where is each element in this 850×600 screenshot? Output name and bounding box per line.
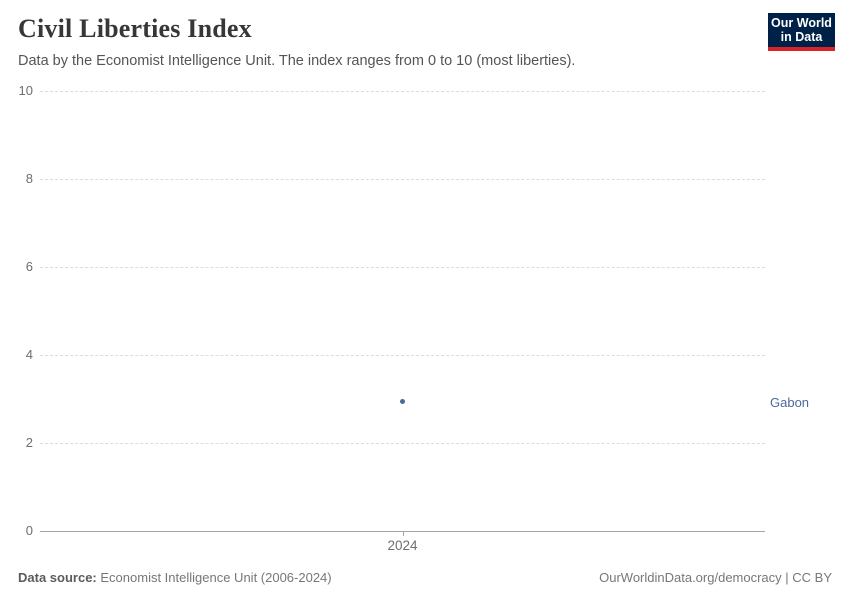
owid-logo-line2: in Data [780, 30, 823, 44]
x-axis-tick-label: 2024 [387, 538, 418, 553]
y-gridline [40, 355, 765, 356]
x-axis-tick-mark [402, 531, 404, 536]
y-axis-tick-label: 8 [25, 171, 33, 186]
owid-logo[interactable]: Our World in Data [768, 13, 835, 51]
chart-subtitle: Data by the Economist Intelligence Unit.… [18, 53, 576, 69]
data-source-note: Data source: Economist Intelligence Unit… [18, 569, 332, 586]
y-axis-tick-label: 0 [25, 523, 33, 538]
y-gridline [40, 179, 765, 180]
y-axis-tick-label: 10 [18, 83, 33, 98]
y-axis-tick-label: 6 [25, 259, 33, 274]
y-gridline [40, 91, 765, 92]
y-gridline [40, 443, 765, 444]
y-axis-tick-label: 4 [25, 347, 33, 362]
y-gridline [40, 267, 765, 268]
entity-label-gabon[interactable]: Gabon [770, 394, 810, 410]
chart-title: Civil Liberties Index [18, 14, 252, 43]
data-source-label: Data source: [18, 570, 97, 585]
owid-credit-link[interactable]: OurWorldinData.org/democracy | CC BY [599, 570, 832, 585]
owid-logo-line1: Our World [771, 16, 832, 30]
data-source-value: Economist Intelligence Unit (2006-2024) [100, 570, 332, 585]
data-point-gabon[interactable] [400, 399, 405, 405]
y-axis-tick-label: 2 [25, 435, 33, 450]
